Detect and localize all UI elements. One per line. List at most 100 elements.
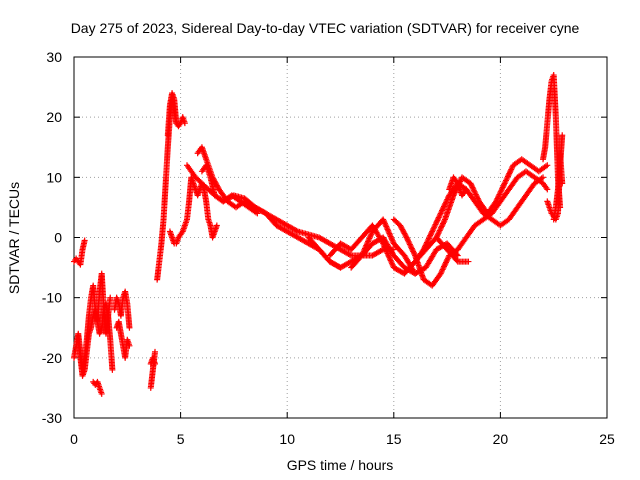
data-point-interp (436, 213, 443, 220)
x-tick-label: 15 (386, 431, 402, 447)
data-point (126, 324, 133, 331)
data-point (540, 174, 547, 181)
data-point-interp (421, 243, 428, 250)
data-point (107, 294, 114, 301)
data-point-interp (425, 235, 432, 242)
y-tick-label: -10 (42, 290, 62, 306)
series-early-b (71, 237, 88, 268)
data-point (544, 162, 551, 169)
y-tick-label: 10 (46, 169, 62, 185)
data-point-interp (425, 236, 432, 243)
data-point-interp (410, 248, 417, 255)
series-early-d (90, 378, 105, 397)
data-point-interp (468, 183, 475, 190)
data-point-interp (438, 269, 445, 276)
data-point-interp (427, 231, 434, 238)
data-point-interp (504, 174, 511, 181)
data-point-interp (502, 178, 509, 185)
data-point-interp (293, 227, 300, 234)
data-point-interp (504, 173, 511, 180)
data-point-interp (502, 177, 509, 184)
data-point-interp (426, 234, 433, 241)
data-point-interp (506, 169, 513, 176)
x-tick-label: 0 (70, 431, 78, 447)
data-point-interp (451, 189, 458, 196)
series-climb-a (412, 174, 547, 265)
data-point (454, 252, 461, 259)
chart-title: Day 275 of 2023, Sidereal Day-to-day VTE… (71, 20, 580, 36)
data-point-interp (441, 262, 448, 269)
data-point-interp (435, 214, 442, 221)
data-point (126, 342, 133, 349)
data-marks (71, 72, 566, 397)
data-point-interp (438, 224, 445, 231)
data-point (467, 180, 474, 187)
data-point (98, 390, 105, 397)
data-point-interp (431, 222, 438, 229)
series-dip (166, 174, 220, 247)
data-point (463, 186, 470, 193)
data-point-interp (471, 188, 478, 195)
data-point-interp (437, 211, 444, 218)
series-low-c (348, 216, 419, 277)
data-point-interp (411, 269, 418, 276)
data-point-interp (442, 259, 449, 266)
data-point-interp (499, 184, 506, 191)
data-point-interp (346, 251, 353, 258)
y-tick-label: -20 (42, 350, 62, 366)
data-point-interp (506, 170, 513, 177)
data-point-interp (436, 227, 443, 234)
data-point-interp (440, 219, 447, 226)
data-point-interp (472, 190, 479, 197)
data-point-interp (436, 228, 443, 235)
series-mid-c (198, 162, 261, 217)
data-point-interp (408, 244, 415, 251)
data-point-interp (495, 194, 502, 201)
data-point-interp (498, 187, 505, 194)
y-tick-label: -30 (42, 410, 62, 426)
data-point-interp (442, 200, 449, 207)
data-point-interp (444, 255, 451, 262)
data-point-interp (411, 251, 418, 258)
series-early-e (111, 288, 133, 331)
data-point-interp (424, 238, 431, 245)
data-point-interp (468, 181, 475, 188)
data-point-interp (438, 209, 445, 216)
data-point (429, 228, 436, 235)
data-point (412, 270, 419, 277)
data-point (544, 186, 551, 193)
y-tick-label: 20 (46, 109, 62, 125)
data-point (109, 366, 116, 373)
series-early-f (113, 318, 133, 361)
series-early-c (75, 300, 116, 379)
data-point-interp (503, 176, 510, 183)
data-point (254, 210, 261, 217)
data-point-interp (438, 223, 445, 230)
data-point-interp (505, 172, 512, 179)
data-point-interp (423, 239, 430, 246)
data-point-interp (408, 245, 415, 252)
data-point-interp (442, 260, 449, 267)
data-point-interp (441, 217, 448, 224)
data-point-interp (443, 258, 450, 265)
data-point (501, 180, 508, 187)
series-early-h (147, 354, 159, 367)
data-point-interp (440, 220, 446, 227)
data-point-interp (441, 202, 448, 209)
data-point (152, 348, 159, 355)
data-point-interp (499, 185, 506, 192)
data-point (559, 180, 566, 187)
data-point (437, 210, 444, 217)
data-point-interp (507, 167, 514, 174)
data-point-interp (440, 204, 447, 211)
data-point-interp (470, 185, 477, 192)
data-point-interp (439, 266, 446, 273)
x-tick-label: 25 (599, 431, 615, 447)
data-point-interp (427, 232, 434, 239)
data-point-interp (406, 241, 413, 248)
data-point-interp (422, 242, 429, 249)
data-point-interp (439, 207, 446, 214)
data-point-interp (444, 256, 451, 263)
data-point (465, 258, 472, 265)
